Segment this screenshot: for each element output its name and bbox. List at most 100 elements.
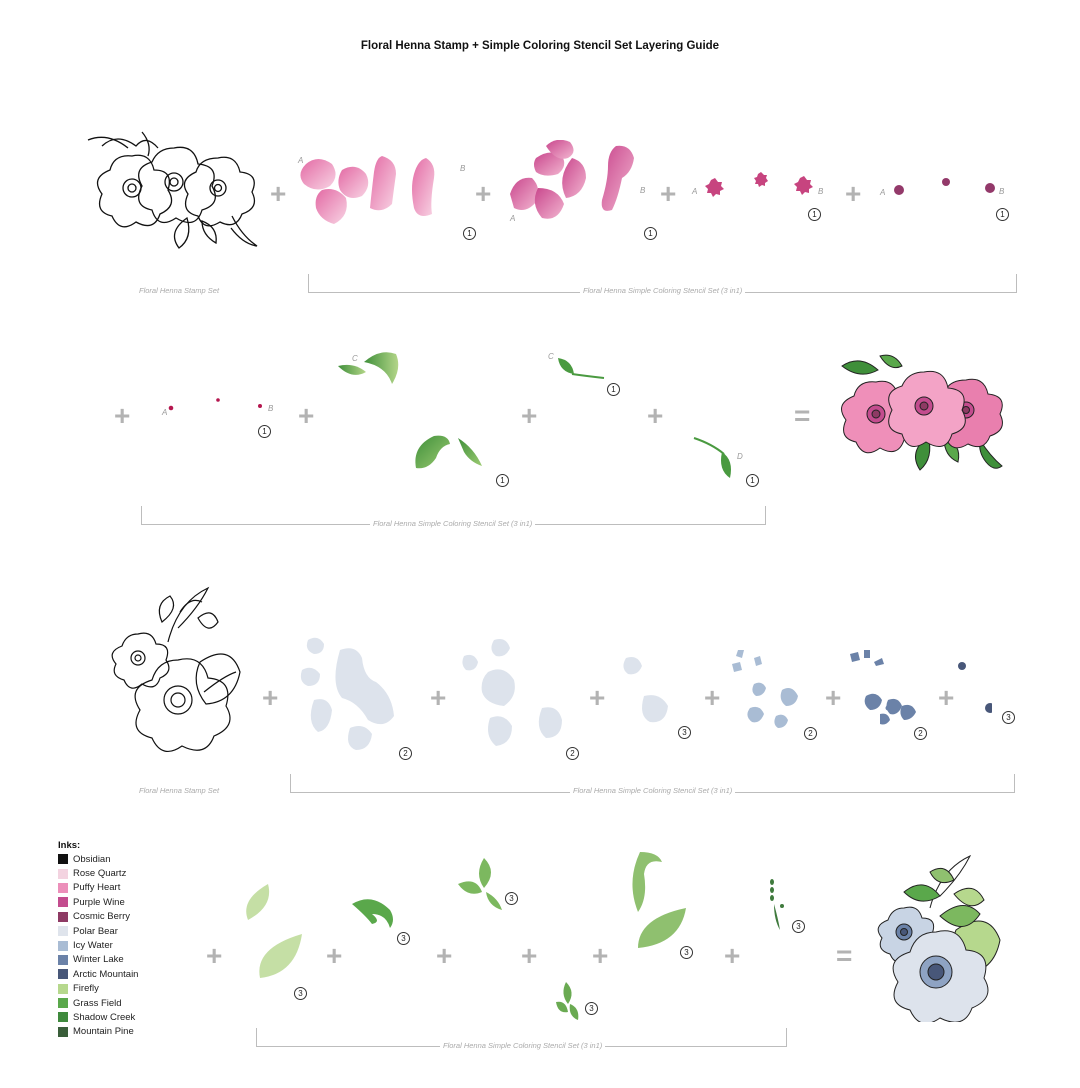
ink-name: Grass Field <box>73 997 122 1009</box>
step-number-1: 1 <box>607 383 620 396</box>
berry-pinpoint-dot-stencil <box>168 398 262 411</box>
ink-color-swatch <box>58 911 68 922</box>
step-number-2: 2 <box>566 747 579 760</box>
plus-symbol: + <box>724 940 741 971</box>
ink-name: Purple Wine <box>73 896 125 908</box>
step-number-3: 3 <box>792 920 805 933</box>
step-number-3: 3 <box>397 932 410 945</box>
puffy-heart-petal-stencil-2 <box>510 140 634 219</box>
ink-legend-item: Firefly <box>58 982 138 996</box>
stencil-layer-label-a: A <box>880 188 886 197</box>
ink-name: Icy Water <box>73 940 113 952</box>
icy-water-petal-stencil <box>732 650 798 728</box>
shadow-creek-pinpoint-stencil <box>770 879 784 930</box>
plus-symbol: + <box>825 682 842 713</box>
ink-name: Rose Quartz <box>73 868 127 880</box>
plus-symbol: + <box>647 400 664 431</box>
plus-symbol: + <box>589 682 606 713</box>
ink-name: Puffy Heart <box>73 882 121 894</box>
plus-symbol: + <box>521 400 538 431</box>
grass-field-sprig-stencil <box>458 858 502 910</box>
stencil-layer-label-b: B <box>268 404 274 413</box>
cosmic-berry-dot-stencil <box>894 178 995 195</box>
stencil-set-caption: Floral Henna Simple Coloring Stencil Set… <box>570 786 736 795</box>
plus-symbol: + <box>326 940 343 971</box>
plus-symbol: + <box>206 940 223 971</box>
ink-color-swatch <box>58 868 68 879</box>
polar-bear-petal-stencil-3 <box>623 657 668 723</box>
ink-legend-item: Cosmic Berry <box>58 910 138 924</box>
ink-name: Shadow Creek <box>73 1011 136 1023</box>
plus-symbol: + <box>430 682 447 713</box>
ink-color-swatch <box>58 969 68 980</box>
step-number-1: 1 <box>746 474 759 487</box>
step-number-3: 3 <box>294 987 307 1000</box>
equals-symbol: = <box>836 940 853 971</box>
purple-wine-center-stencil <box>705 172 813 197</box>
polar-bear-petal-stencil-2 <box>462 639 562 746</box>
step-number-3: 3 <box>1002 711 1015 724</box>
ink-color-swatch <box>58 940 68 951</box>
stencil-set-caption: Floral Henna Simple Coloring Stencil Set… <box>370 519 536 528</box>
ink-legend-item: Icy Water <box>58 938 138 952</box>
grass-field-leaf-stencil-bottom <box>415 435 482 469</box>
plus-symbol: + <box>475 178 492 209</box>
firefly-leaf-stencil <box>246 884 302 978</box>
ink-legend-item: Shadow Creek <box>58 1010 138 1024</box>
ink-legend-item: Obsidian <box>58 852 138 866</box>
step-number-3: 3 <box>680 946 693 959</box>
ink-color-swatch <box>58 926 68 937</box>
grass-field-leaf-stencil-top <box>338 352 399 384</box>
arctic-mountain-dot-stencil <box>958 662 992 713</box>
plus-symbol: + <box>938 682 955 713</box>
ink-legend-item: Grass Field <box>58 996 138 1010</box>
ink-color-swatch <box>58 854 68 865</box>
ink-name: Firefly <box>73 983 99 995</box>
ink-name: Arctic Mountain <box>73 968 139 980</box>
plus-symbol: + <box>114 400 131 431</box>
plus-symbol: + <box>262 682 279 713</box>
ink-legend-item: Arctic Mountain <box>58 967 138 981</box>
step-number-3: 3 <box>505 892 518 905</box>
ink-color-swatch <box>58 954 68 965</box>
ink-name: Cosmic Berry <box>73 911 131 923</box>
ink-name: Obsidian <box>73 853 111 865</box>
ink-legend-item: Winter Lake <box>58 953 138 967</box>
pink-flower-outline-stamp <box>87 131 258 249</box>
finished-blue-flower-card <box>877 854 1001 1022</box>
finished-pink-flower-card <box>841 354 1003 471</box>
stencil-set-caption: Floral Henna Simple Coloring Stencil Set… <box>440 1041 606 1050</box>
step-number-1: 1 <box>463 227 476 240</box>
shadow-creek-stem-stencil <box>693 437 731 478</box>
plus-symbol: + <box>298 400 315 431</box>
stencil-layer-label-b: B <box>818 187 824 196</box>
step-number-3: 3 <box>585 1002 598 1015</box>
plus-symbol: + <box>660 178 677 209</box>
ink-legend-item: Puffy Heart <box>58 881 138 895</box>
stencil-layer-label-c: C <box>548 352 554 361</box>
step-number-1: 1 <box>808 208 821 221</box>
stencil-layer-label-c: C <box>352 354 358 363</box>
ink-color-swatch <box>58 983 68 994</box>
stamp-set-caption: Floral Henna Stamp Set <box>136 786 223 795</box>
plus-symbol: + <box>704 682 721 713</box>
grass-field-large-leaf-stencil <box>632 852 686 948</box>
stencil-layer-label-a: A <box>692 187 698 196</box>
step-number-1: 1 <box>258 425 271 438</box>
step-number-1: 1 <box>996 208 1009 221</box>
stencil-set-caption: Floral Henna Simple Coloring Stencil Set… <box>580 286 746 295</box>
ink-color-swatch <box>58 998 68 1009</box>
rose-quartz-petal-stencil-1 <box>300 156 435 224</box>
ink-legend-item: Purple Wine <box>58 895 138 909</box>
ink-legend-item: Rose Quartz <box>58 866 138 880</box>
stencil-layer-label-a: A <box>298 156 304 165</box>
ink-legend-item: Mountain Pine <box>58 1025 138 1039</box>
equals-symbol: = <box>794 400 811 431</box>
plus-symbol: + <box>270 178 287 209</box>
plus-symbol: + <box>436 940 453 971</box>
stencil-layer-label-a: A <box>510 214 516 223</box>
ink-name: Polar Bear <box>73 925 118 937</box>
winter-lake-petal-stencil <box>850 650 916 725</box>
ink-legend: Inks: Obsidian Rose Quartz Puffy Heart Purp… <box>58 840 138 1039</box>
stencil-layer-label-a: A <box>162 408 168 417</box>
